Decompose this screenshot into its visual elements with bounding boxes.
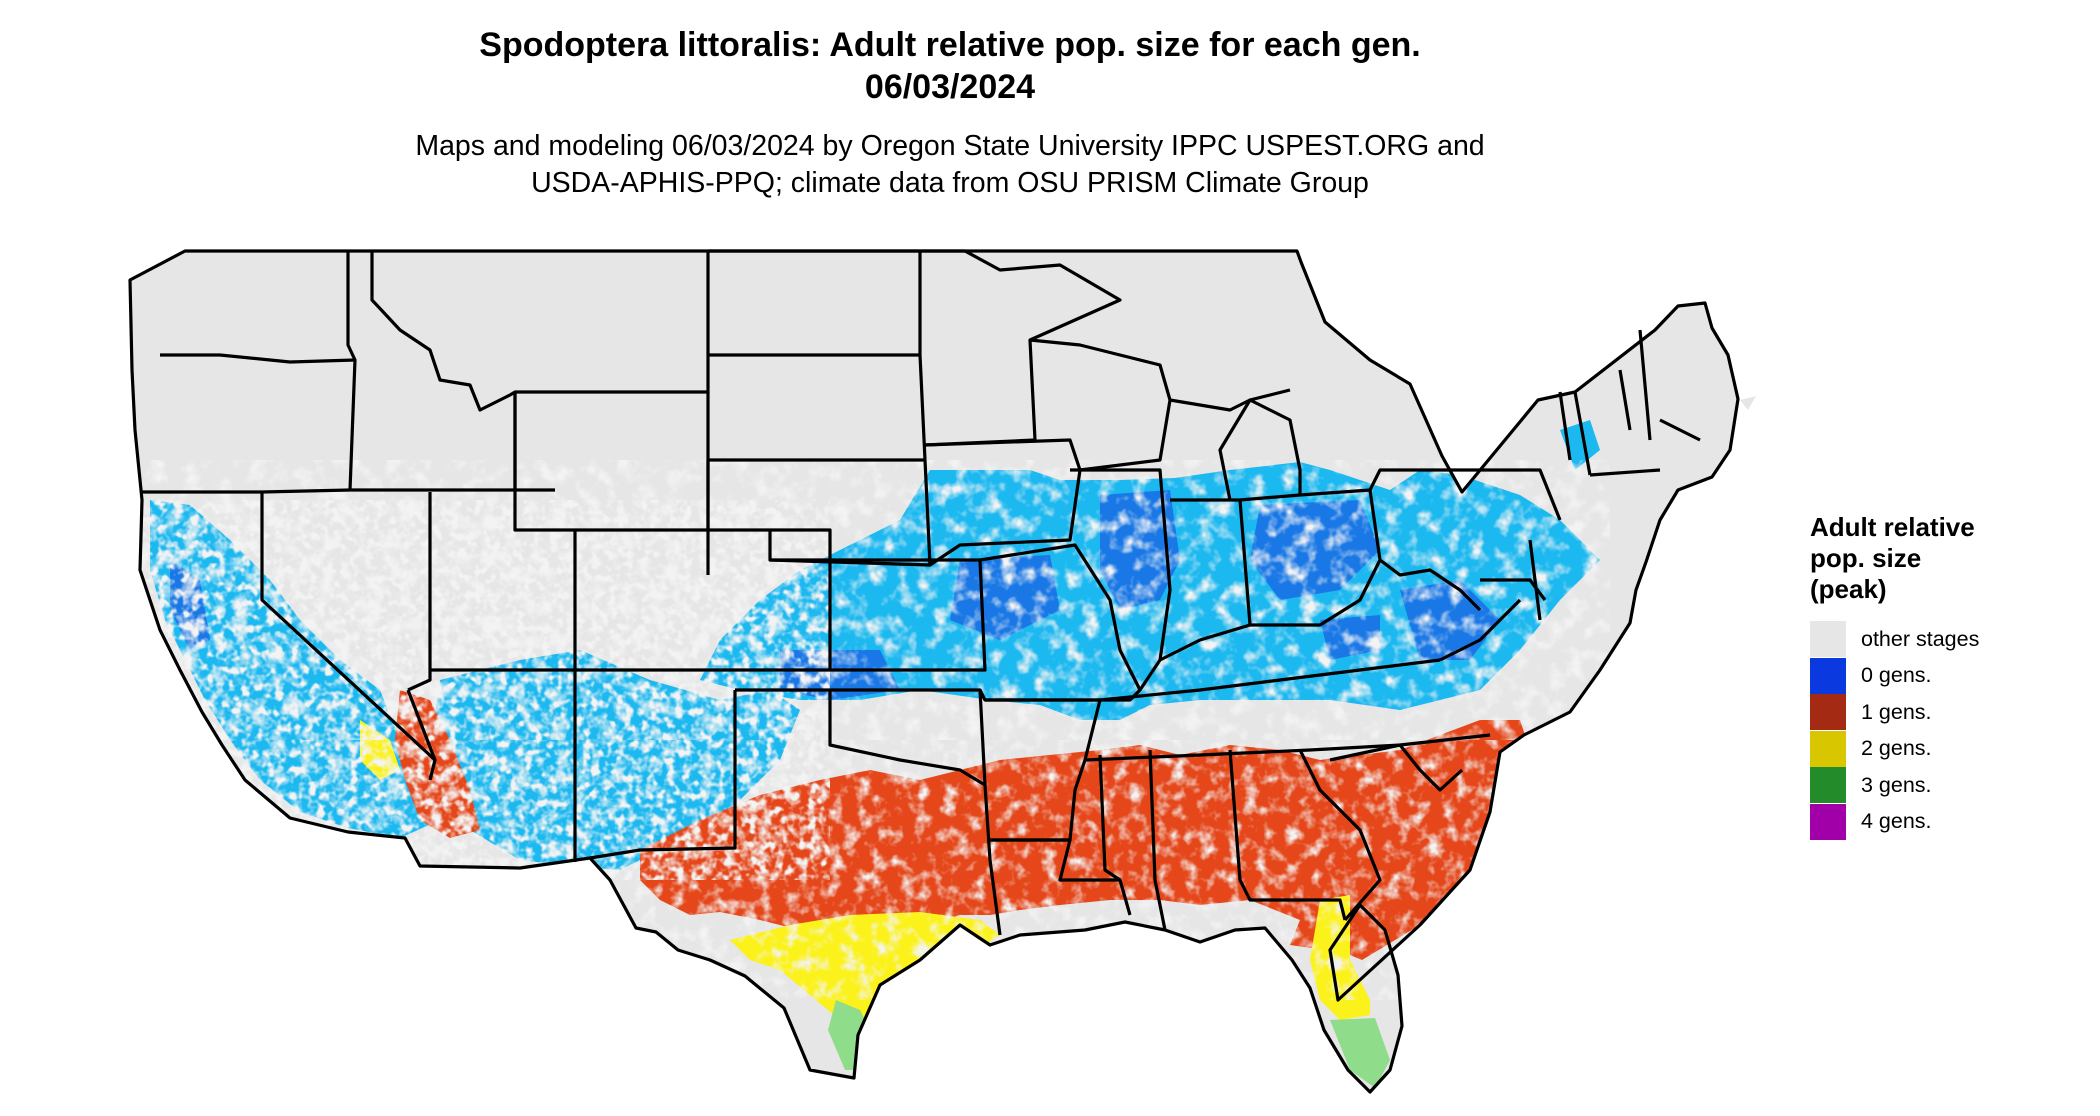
legend-title-line: Adult relative xyxy=(1810,512,1975,542)
legend-item-4-gens: 4 gens. xyxy=(1810,803,1979,841)
legend-label: other stages xyxy=(1861,626,1980,651)
legend-item-1-gens: 1 gens. xyxy=(1810,694,1979,731)
legend-label: 0 gens. xyxy=(1861,663,1932,688)
zone-green xyxy=(828,1000,1390,1088)
legend-label: 3 gens. xyxy=(1861,772,1932,797)
legend-item-0-gens: 0 gens. xyxy=(1810,657,1979,695)
legend: Adult relative pop. size (peak) other st… xyxy=(1810,512,1979,840)
legend-swatch xyxy=(1810,803,1846,840)
legend-label: 1 gens. xyxy=(1861,699,1932,724)
map-title-line2: 06/03/2024 xyxy=(864,68,1036,106)
legend-swatch xyxy=(1810,694,1846,731)
legend-swatch xyxy=(1810,767,1846,804)
map-subtitle-line1: Maps and modeling 06/03/2024 by Oregon S… xyxy=(415,130,1485,162)
map-title-line1: Spodoptera littoralis: Adult relative po… xyxy=(479,26,1421,64)
legend-title-line: (peak) xyxy=(1810,574,1887,604)
legend-swatch xyxy=(1810,730,1846,767)
legend-item-other-stages: other stages xyxy=(1810,621,1979,658)
legend-swatch xyxy=(1810,657,1846,694)
legend-swatch xyxy=(1810,621,1846,658)
speckle-overlay xyxy=(130,500,830,880)
state-borders xyxy=(128,249,1740,1094)
legend-title-line: pop. size xyxy=(1810,543,1922,573)
legend-title: Adult relative pop. size (peak) xyxy=(1810,512,1979,605)
map-subtitle-line2: USDA-APHIS-PPQ; climate data from OSU PR… xyxy=(531,167,1369,199)
legend-label: 2 gens. xyxy=(1861,736,1932,761)
legend-item-3-gens: 3 gens. xyxy=(1810,767,1979,804)
map-subtitle: Maps and modeling 06/03/2024 by Oregon S… xyxy=(0,128,1900,202)
map-title: Spodoptera littoralis: Adult relative po… xyxy=(0,24,1900,108)
legend-item-2-gens: 2 gens. xyxy=(1810,730,1979,768)
legend-label: 4 gens. xyxy=(1861,809,1932,834)
